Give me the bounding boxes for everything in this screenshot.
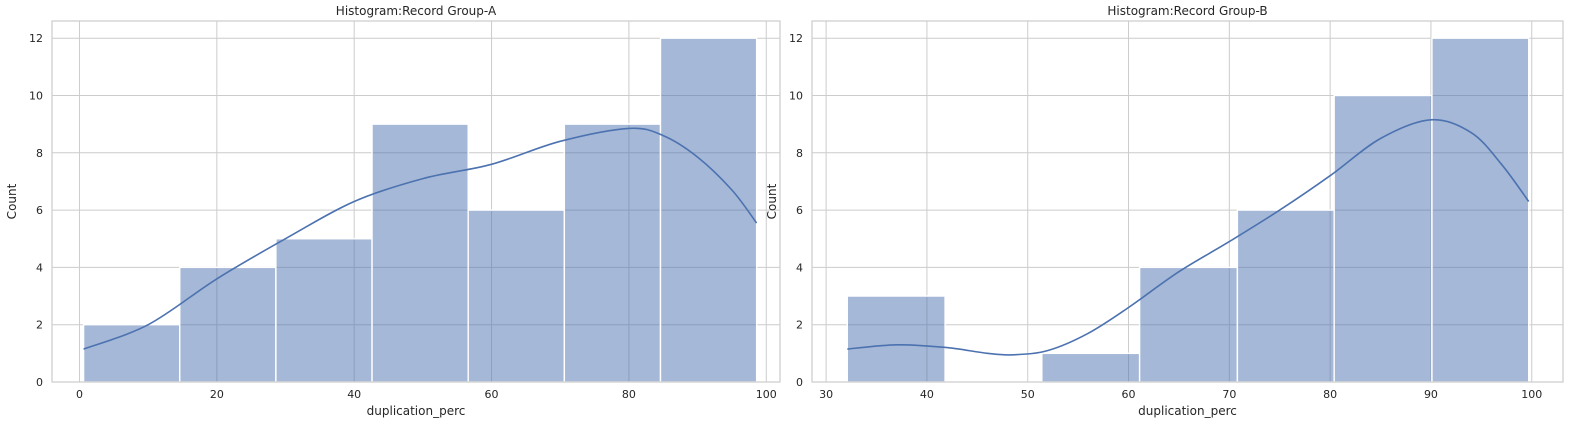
x-tick-label: 80 xyxy=(1323,388,1337,401)
histogram-group-b: 30 40 50 60 70 80 90 100 0 2 4 6 8 10 12 Histogram:Reco… xyxy=(765,4,1564,418)
x-tick-label: 90 xyxy=(1424,388,1438,401)
x-tick-label: 100 xyxy=(756,388,777,401)
histogram-bar xyxy=(846,295,946,383)
y-tick-label: 4 xyxy=(796,261,803,274)
y-tick-label: 8 xyxy=(796,147,803,160)
histogram-bar xyxy=(275,238,373,383)
histogram-bar xyxy=(179,266,277,383)
y-tick-label: 8 xyxy=(36,147,43,160)
y-tick-label: 2 xyxy=(36,319,43,332)
x-tick-label: 80 xyxy=(622,388,636,401)
axes-frame xyxy=(51,20,781,383)
x-axis-label: duplication_perc xyxy=(367,404,466,418)
y-tick-label: 6 xyxy=(36,204,43,217)
histogram-bar xyxy=(1041,352,1141,383)
y-tick-label: 6 xyxy=(796,204,803,217)
x-tick-label: 0 xyxy=(76,388,83,401)
histogram-bar xyxy=(563,123,662,383)
x-tick-label: 70 xyxy=(1222,388,1236,401)
chart-title: Histogram:Record Group-B xyxy=(1107,4,1267,18)
axes-frame xyxy=(811,20,1564,383)
x-tick-label: 100 xyxy=(1521,388,1542,401)
x-tick-label: 60 xyxy=(1122,388,1136,401)
kde-line xyxy=(847,118,1530,356)
histogram-bar xyxy=(1333,94,1433,383)
x-tick-label: 20 xyxy=(210,388,224,401)
y-tick-label: 0 xyxy=(796,376,803,389)
x-axis-label: duplication_perc xyxy=(1138,404,1237,418)
x-tick-label: 50 xyxy=(1021,388,1035,401)
y-tick-label: 12 xyxy=(29,32,43,45)
y-tick-label: 0 xyxy=(36,376,43,389)
histogram-bar xyxy=(371,123,469,383)
histogram-bar xyxy=(1138,266,1239,383)
histogram-bar xyxy=(1431,37,1530,383)
histogram-group-a: 0 20 40 60 80 100 0 2 4 6 8 10 12 Histogram:Record Gr… xyxy=(5,4,781,418)
y-tick-label: 2 xyxy=(796,319,803,332)
y-tick-label: 12 xyxy=(789,32,803,45)
y-axis-label: Count xyxy=(765,183,779,219)
y-tick-label: 10 xyxy=(29,89,43,102)
x-tick-label: 30 xyxy=(819,388,833,401)
chart-title: Histogram:Record Group-A xyxy=(336,4,497,18)
x-tick-label: 40 xyxy=(347,388,361,401)
x-tick-label: 60 xyxy=(485,388,499,401)
histogram-bar xyxy=(1236,209,1335,383)
histogram-bar xyxy=(467,209,566,383)
y-tick-label: 10 xyxy=(789,89,803,102)
histogram-bar xyxy=(82,323,181,383)
kde-line xyxy=(83,127,758,350)
y-axis-label: Count xyxy=(5,183,19,219)
x-tick-label: 40 xyxy=(920,388,934,401)
y-tick-label: 4 xyxy=(36,261,43,274)
histogram-bar xyxy=(659,37,758,383)
